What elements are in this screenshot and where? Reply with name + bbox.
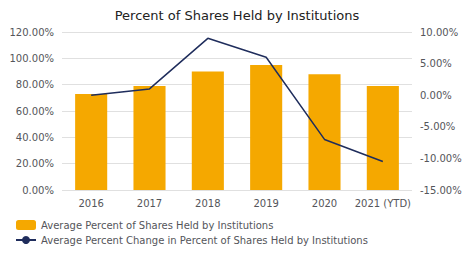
svg-text:100.00%: 100.00% [10, 53, 55, 64]
svg-text:2017: 2017 [137, 198, 162, 209]
svg-text:2020: 2020 [312, 198, 337, 209]
svg-text:40.00%: 40.00% [16, 132, 54, 143]
svg-text:80.00%: 80.00% [16, 79, 54, 90]
svg-text:5.00%: 5.00% [420, 58, 452, 69]
svg-text:2019: 2019 [253, 198, 278, 209]
svg-text:2016: 2016 [78, 198, 103, 209]
svg-text:-10.00%: -10.00% [420, 153, 462, 164]
svg-text:10.00%: 10.00% [420, 27, 458, 38]
svg-text:2021 (YTD): 2021 (YTD) [355, 198, 411, 209]
svg-text:120.00%: 120.00% [10, 27, 55, 38]
svg-text:60.00%: 60.00% [16, 106, 54, 117]
svg-text:20.00%: 20.00% [16, 158, 54, 169]
svg-text:2018: 2018 [195, 198, 220, 209]
svg-text:Average Percent Change in Perc: Average Percent Change in Percent of Sha… [41, 235, 368, 246]
svg-text:-15.00%: -15.00% [420, 185, 462, 196]
svg-text:Percent of Shares Held by Inst: Percent of Shares Held by Institutions [115, 8, 360, 23]
svg-text:Average Percent of Shares Held: Average Percent of Shares Held by Instit… [41, 220, 273, 231]
svg-text:0.00%: 0.00% [420, 90, 452, 101]
svg-text:-5.00%: -5.00% [420, 121, 455, 132]
svg-text:0.00%: 0.00% [22, 185, 54, 196]
